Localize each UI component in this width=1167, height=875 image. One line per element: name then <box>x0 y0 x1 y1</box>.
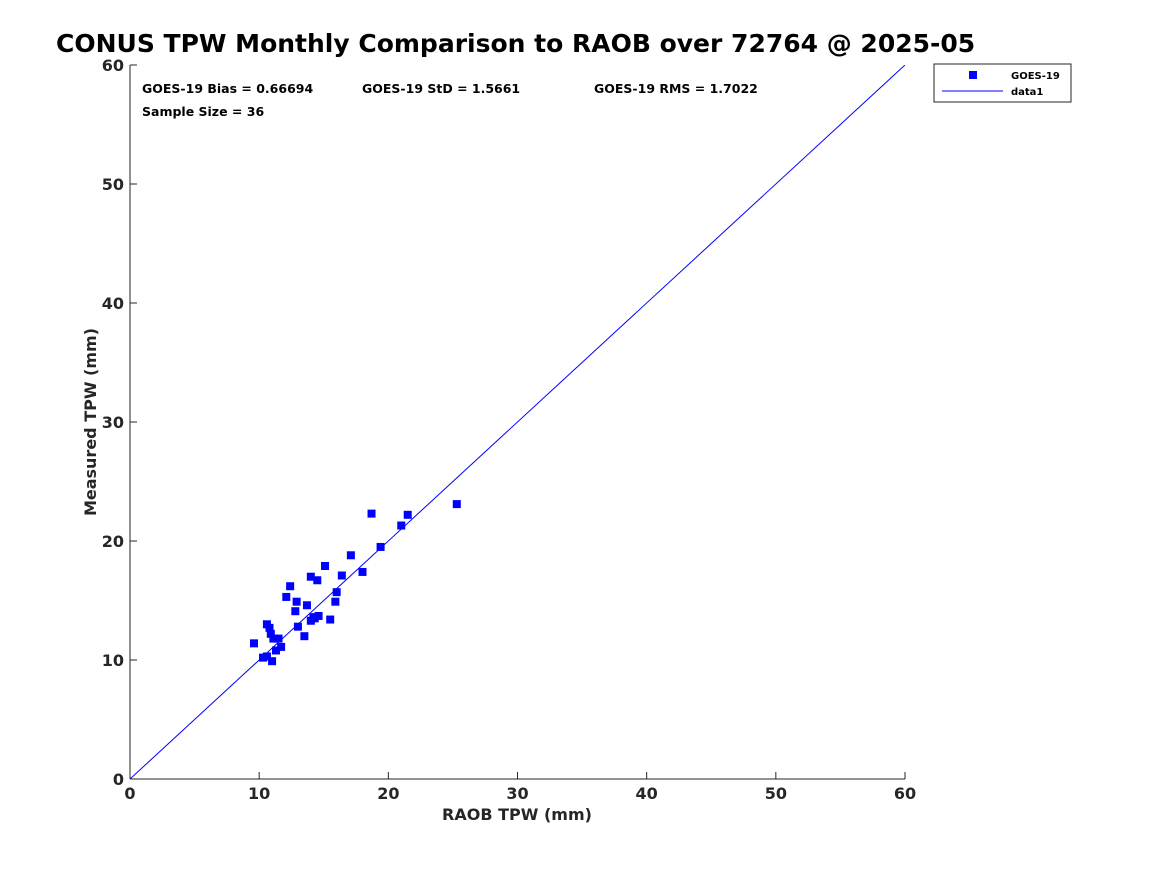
data-point-goes19 <box>313 576 322 585</box>
data-point-goes19 <box>292 597 301 606</box>
data-point-goes19 <box>326 615 335 624</box>
data-point-goes19 <box>291 607 300 616</box>
data-point-goes19 <box>268 657 277 666</box>
x-tick-label: 40 <box>636 784 658 803</box>
data-point-goes19 <box>310 614 319 623</box>
chart-title: CONUS TPW Monthly Comparison to RAOB ove… <box>56 29 975 58</box>
data-point-goes19 <box>250 639 258 648</box>
x-tick-label: 50 <box>765 784 787 803</box>
x-ticks: 0 10 20 30 40 50 60 <box>124 772 916 803</box>
series-layer <box>130 65 905 779</box>
data-point-goes19 <box>266 629 275 638</box>
legend-label-goes19: GOES-19 <box>1011 71 1060 82</box>
x-tick-label: 60 <box>894 784 916 803</box>
data-point-goes19 <box>397 521 406 530</box>
data-point-goes19 <box>337 571 346 580</box>
y-ticks: 0 10 20 30 40 50 60 <box>102 56 137 789</box>
y-tick-label: 60 <box>102 56 124 75</box>
data-point-goes19 <box>321 561 330 570</box>
legend-marker-goes19 <box>969 71 977 79</box>
data-point-goes19 <box>358 567 367 576</box>
y-tick-label: 10 <box>102 651 124 670</box>
y-tick-label: 0 <box>113 770 124 789</box>
data-point-goes19 <box>367 509 376 518</box>
data-point-goes19 <box>331 597 340 606</box>
data-point-goes19 <box>286 582 295 591</box>
y-tick-label: 30 <box>102 413 124 432</box>
data-point-goes19 <box>302 601 311 610</box>
data-point-goes19 <box>265 623 274 632</box>
data-point-goes19 <box>306 572 315 581</box>
x-tick-label: 30 <box>506 784 528 803</box>
y-tick-label: 50 <box>102 175 124 194</box>
x-axis-label: RAOB TPW (mm) <box>442 805 592 824</box>
bias-annotation: GOES-19 Bias = 0.66694 <box>142 81 313 96</box>
data-point-goes19 <box>403 510 412 519</box>
data-point-goes19 <box>300 632 309 641</box>
plot-area <box>130 65 905 779</box>
data-point-goes19 <box>262 652 271 661</box>
data-point-goes19 <box>346 551 355 560</box>
x-tick-label: 10 <box>248 784 270 803</box>
x-tick-label: 20 <box>377 784 399 803</box>
y-axis-label: Measured TPW (mm) <box>81 328 100 516</box>
std-annotation: GOES-19 StD = 1.5661 <box>362 81 520 96</box>
legend: GOES-19 data1 <box>933 63 1072 103</box>
y-tick-label: 40 <box>102 294 124 313</box>
data-point-goes19 <box>293 622 302 631</box>
data-point-goes19 <box>452 500 461 509</box>
y-tick-label: 20 <box>102 532 124 551</box>
data-point-goes19 <box>277 642 286 651</box>
data-point-goes19 <box>376 542 385 551</box>
data-point-goes19 <box>274 634 283 643</box>
data-point-goes19 <box>271 646 280 655</box>
data-point-goes19 <box>282 592 291 601</box>
legend-box <box>933 63 1072 103</box>
x-tick-label: 0 <box>124 784 135 803</box>
data-point-goes19 <box>332 588 341 597</box>
sample-size-annotation: Sample Size = 36 <box>142 104 264 119</box>
data-point-goes19 <box>269 634 278 643</box>
legend-label-data1: data1 <box>1011 87 1043 98</box>
rms-annotation: GOES-19 RMS = 1.7022 <box>594 81 758 96</box>
